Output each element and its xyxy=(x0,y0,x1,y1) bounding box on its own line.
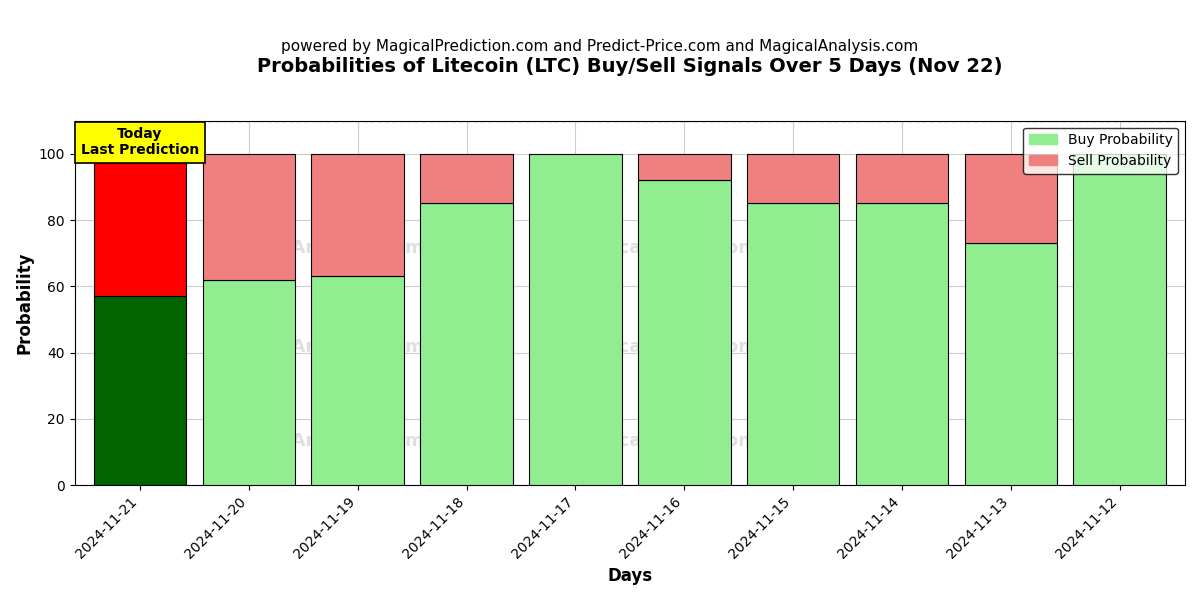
Bar xyxy=(312,277,404,485)
Bar xyxy=(94,296,186,485)
X-axis label: Days: Days xyxy=(607,567,653,585)
Text: MagicalPrediction.com: MagicalPrediction.com xyxy=(570,338,800,356)
Text: Today
Last Prediction: Today Last Prediction xyxy=(80,127,199,157)
Bar xyxy=(529,154,622,485)
Text: MagicalPrediction.com: MagicalPrediction.com xyxy=(570,239,800,257)
Bar xyxy=(203,280,295,485)
Text: MagicalPrediction.com: MagicalPrediction.com xyxy=(570,433,800,451)
Text: MagicalAnalysis.com: MagicalAnalysis.com xyxy=(214,239,424,257)
Bar xyxy=(965,243,1057,485)
Y-axis label: Probability: Probability xyxy=(16,251,34,354)
Bar xyxy=(965,154,1057,243)
Bar xyxy=(638,154,731,180)
Bar xyxy=(746,203,839,485)
Bar xyxy=(746,154,839,203)
Bar xyxy=(312,154,404,277)
Bar xyxy=(1074,154,1166,485)
Bar xyxy=(856,154,948,203)
Bar xyxy=(638,180,731,485)
Bar xyxy=(94,154,186,296)
Legend: Buy Probability, Sell Probability: Buy Probability, Sell Probability xyxy=(1024,128,1178,173)
Bar xyxy=(203,154,295,280)
Bar xyxy=(856,203,948,485)
Text: powered by MagicalPrediction.com and Predict-Price.com and MagicalAnalysis.com: powered by MagicalPrediction.com and Pre… xyxy=(281,39,919,54)
Title: Probabilities of Litecoin (LTC) Buy/Sell Signals Over 5 Days (Nov 22): Probabilities of Litecoin (LTC) Buy/Sell… xyxy=(257,57,1002,76)
Text: MagicalAnalysis.com: MagicalAnalysis.com xyxy=(214,433,424,451)
Bar xyxy=(420,154,512,203)
Bar xyxy=(420,203,512,485)
Text: MagicalAnalysis.com: MagicalAnalysis.com xyxy=(214,338,424,356)
